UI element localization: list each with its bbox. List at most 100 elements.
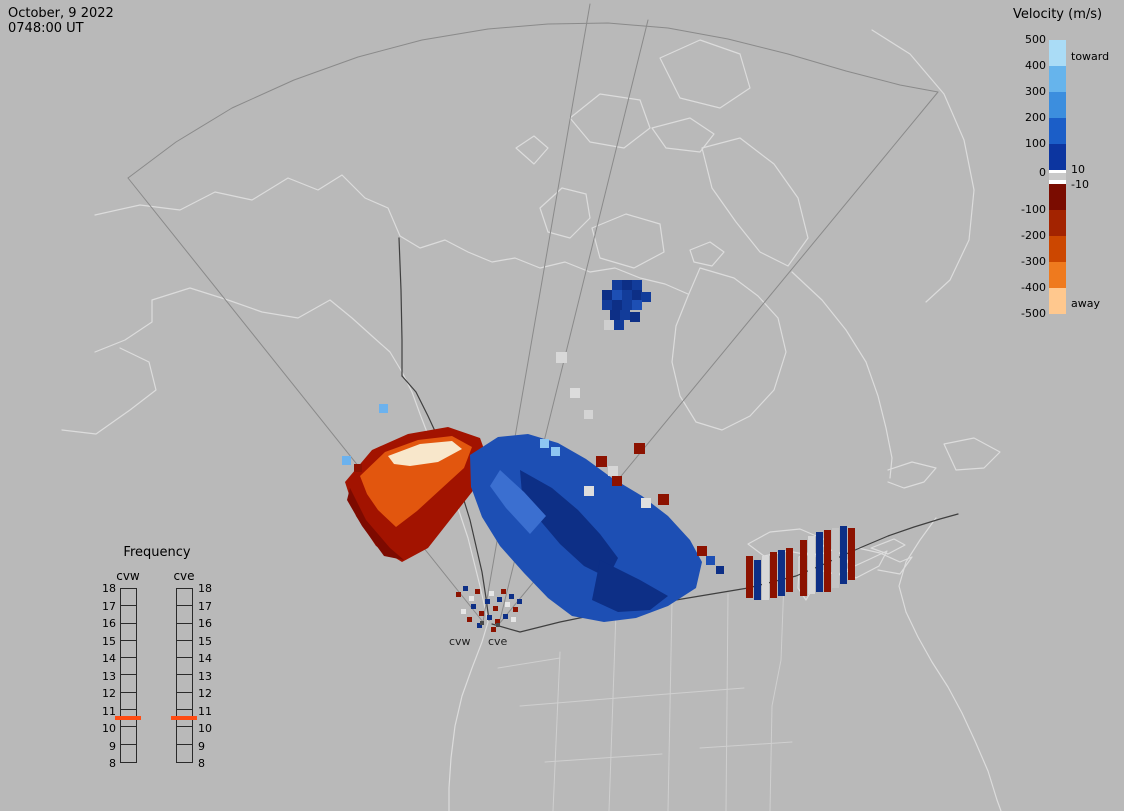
frequency-bar-segment (177, 710, 192, 728)
frequency-bar-segment (177, 606, 192, 624)
scatter-cell (620, 310, 630, 320)
colorbar-toward-segment (1049, 118, 1066, 144)
scatter-cell (511, 617, 516, 622)
scatter-cell (610, 310, 620, 320)
colorbar-away-segment (1049, 288, 1066, 314)
island-outline (870, 538, 906, 555)
coastline (857, 547, 913, 575)
scatter-cell (604, 320, 614, 330)
scatter-cell (495, 619, 500, 624)
scatter-cell (697, 546, 707, 556)
scatter-cell (489, 591, 494, 596)
colorbar-away-segment (1049, 210, 1066, 236)
island-outline (515, 135, 549, 165)
scatter-cell (602, 290, 612, 300)
coastline (791, 271, 893, 479)
scatter-cell (584, 410, 593, 419)
scatter-cell (493, 606, 498, 611)
state-border (769, 705, 773, 811)
scatter-cell (584, 486, 594, 496)
island-outline (701, 137, 809, 267)
frequency-bar-segment (121, 589, 136, 607)
frequency-bar-segment (121, 675, 136, 693)
scatter-cell (634, 443, 645, 454)
scatter-bar (816, 532, 823, 592)
time-text: 0748:00 UT (8, 21, 84, 36)
scatter-bar (808, 536, 815, 594)
colorbar-away-segment (1049, 236, 1066, 262)
scatter-cell (658, 494, 669, 505)
scatter-cell (632, 290, 642, 300)
colorbar-toward-segment (1049, 92, 1066, 118)
scatter-cell (503, 614, 508, 619)
scatter-cell (497, 597, 502, 602)
frequency-bar-segment (177, 675, 192, 693)
scatter-cell (622, 290, 632, 300)
scatter-blob (592, 560, 668, 612)
velocity-legend-title: Velocity (m/s) (1013, 7, 1103, 22)
frequency-bar-segment (121, 727, 136, 745)
frequency-bar-segment (177, 641, 192, 659)
frequency-bar-segment (177, 589, 192, 607)
scatter-bar (778, 550, 785, 596)
radar-fov-line (127, 22, 939, 179)
pos-threshold-label: 10 (1071, 163, 1085, 176)
island-outline (659, 39, 751, 109)
scatter-bar (786, 548, 793, 592)
island-outline (539, 187, 591, 239)
scatter-cell (556, 352, 567, 363)
coastline (94, 174, 689, 295)
state-border (544, 753, 663, 763)
away-label: away (1071, 297, 1100, 310)
scatter-cell (551, 447, 560, 456)
scatter-cell (517, 599, 522, 604)
coastline (61, 347, 157, 435)
scatter-cell (467, 617, 472, 622)
scatter-cell (570, 388, 580, 398)
scatter-cell (463, 586, 468, 591)
scatter-bar (746, 556, 753, 598)
coastline (871, 29, 975, 303)
island-outline (943, 437, 1001, 471)
frequency-marker-cvw (115, 716, 141, 720)
frequency-bar-segment (121, 693, 136, 711)
scatter-blob (520, 470, 618, 578)
coastline (898, 517, 1002, 811)
timestamp: October, 9 2022 0748:00 UT (8, 6, 114, 36)
colorbar-away-segment (1049, 184, 1066, 210)
state-border (771, 579, 785, 707)
island-outline (591, 213, 665, 269)
date-text: October, 9 2022 (8, 6, 114, 21)
frequency-bar-segment (121, 658, 136, 676)
scatter-cell (641, 292, 651, 302)
neg-threshold-label: -10 (1071, 178, 1089, 191)
scatter-bar (840, 526, 847, 584)
frequency-marker-cve (171, 716, 197, 720)
state-border (552, 651, 561, 811)
scatter-cell (354, 464, 362, 472)
coastline (887, 461, 937, 489)
radar-site-marker (496, 623, 500, 627)
island-outline (651, 117, 715, 153)
scatter-cell (342, 456, 351, 465)
frequency-bar-cve (176, 588, 193, 763)
frequency-column-cvw: cvw (116, 569, 140, 583)
scatter-cell (612, 476, 622, 486)
scatter-cell (501, 589, 506, 594)
colorbar-toward-segment (1049, 40, 1066, 66)
scatter-cell (540, 439, 549, 448)
scatter-cell (456, 592, 461, 597)
scatter-cell (706, 556, 715, 565)
scatter-bar (754, 560, 761, 600)
frequency-bar-segment (121, 606, 136, 624)
radar-site-label: cvw (449, 635, 471, 648)
scatter-cell (612, 290, 622, 300)
colorbar-away-segment (1049, 262, 1066, 288)
scatter-cell (596, 456, 607, 467)
state-border (725, 593, 729, 811)
scatter-cell (505, 602, 510, 607)
scatter-blob (490, 470, 546, 534)
scatter-cell (487, 615, 492, 620)
state-border (519, 695, 643, 707)
